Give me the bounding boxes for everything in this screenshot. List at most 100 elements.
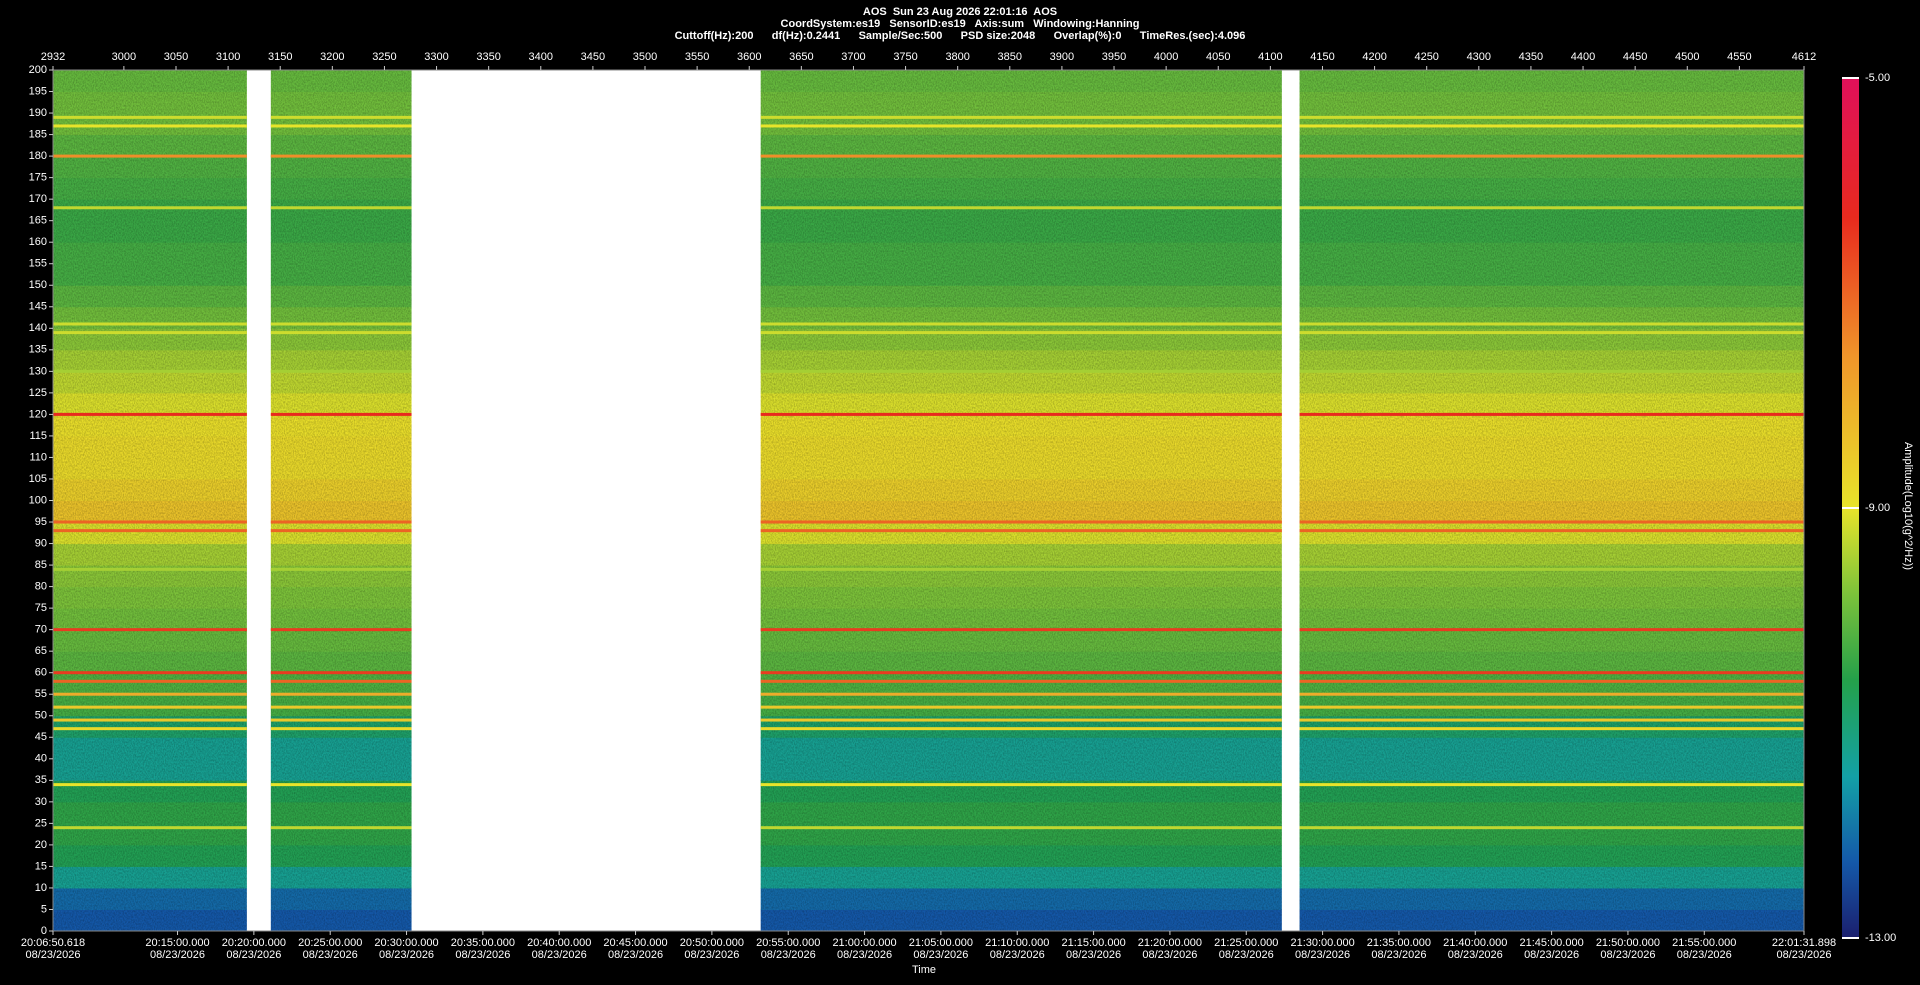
tone-line [1299, 628, 1804, 632]
tone-line [760, 331, 1282, 335]
tone-line [53, 705, 247, 709]
x-tick-date: 08/23/2026 [150, 949, 205, 961]
x2-tick-label: 4550 [1727, 51, 1751, 63]
x-tick-label: 20:50:00.000 [680, 937, 744, 949]
x2-tick-label: 3700 [841, 51, 865, 63]
tone-line [53, 124, 247, 128]
tone-line [1299, 412, 1804, 416]
y-tick-label: 65 [35, 645, 47, 657]
noise-texture [1299, 70, 1804, 931]
x-tick-date: 08/23/2026 [532, 949, 587, 961]
tone-line [1299, 727, 1804, 731]
x-tick-label: 20:06:50.618 [21, 937, 85, 949]
y-tick-label: 95 [35, 516, 47, 528]
y-tick-label: 50 [35, 710, 47, 722]
y-tick-label: 20 [35, 839, 47, 851]
tone-line [270, 727, 412, 731]
x2-tick-label: 4400 [1571, 51, 1595, 63]
x-tick-label: 22:01:31.898 [1772, 937, 1836, 949]
x2-tick-label: 4200 [1362, 51, 1386, 63]
colorbar-tick-label: -5.00 [1865, 72, 1890, 84]
x-tick-label: 20:25:00.000 [298, 937, 362, 949]
tone-line [270, 124, 412, 128]
x-tick-label: 21:55:00.000 [1672, 937, 1736, 949]
x2-tick-label: 4250 [1414, 51, 1438, 63]
tone-line [760, 718, 1282, 722]
y-tick-label: 170 [29, 193, 47, 205]
tone-line [760, 567, 1282, 571]
tone-line [760, 671, 1282, 675]
tone-line [760, 322, 1282, 326]
tone-line [760, 679, 1282, 683]
y-tick-label: 85 [35, 559, 47, 571]
tone-line [53, 520, 247, 524]
tone-line [53, 727, 247, 731]
x2-tick-label: 4100 [1258, 51, 1282, 63]
x2-tick-label: 3100 [216, 51, 240, 63]
x2-tick-label: 3600 [737, 51, 761, 63]
y-tick-label: 105 [29, 473, 47, 485]
tone-line [1299, 154, 1804, 158]
x2-tick-label: 3050 [164, 51, 188, 63]
tone-line [1299, 567, 1804, 571]
tone-line [53, 671, 247, 675]
y-tick-label: 200 [29, 64, 47, 76]
x2-tick-label: 3550 [685, 51, 709, 63]
x-tick-label: 21:10:00.000 [985, 937, 1049, 949]
tone-line [1299, 520, 1804, 524]
x2-tick-label: 4500 [1675, 51, 1699, 63]
x2-tick-label: 3650 [789, 51, 813, 63]
tone-line [53, 692, 247, 696]
x-tick-date: 08/23/2026 [1295, 949, 1350, 961]
x2-tick-label: 3950 [1102, 51, 1126, 63]
x-tick-label: 21:00:00.000 [832, 937, 896, 949]
x-tick-date: 08/23/2026 [761, 949, 816, 961]
tone-line [760, 783, 1282, 787]
tone-line [270, 369, 412, 373]
tone-line [53, 412, 247, 416]
x2-tick-label: 4050 [1206, 51, 1230, 63]
x-tick-label: 20:30:00.000 [374, 937, 438, 949]
tone-line [53, 567, 247, 571]
tone-line [270, 206, 412, 210]
y-tick-label: 70 [35, 624, 47, 636]
tone-line [270, 567, 412, 571]
x2-tick-label: 4612 [1792, 51, 1816, 63]
x2-tick-label: 3750 [893, 51, 917, 63]
y-tick-label: 125 [29, 387, 47, 399]
y-tick-label: 90 [35, 537, 47, 549]
subtitle: CoordSystem:es19 SensorID:es19 Axis:sum … [781, 18, 1140, 30]
data-segment [760, 70, 1282, 932]
tone-line [270, 679, 412, 683]
data-segment [1299, 70, 1804, 932]
tone-line [760, 529, 1282, 533]
tone-line [53, 628, 247, 632]
colorbar-label: Amplitude(Log10(g^2/Hz)) [1902, 442, 1914, 570]
x-tick-date: 08/23/2026 [1600, 949, 1655, 961]
tone-line [53, 783, 247, 787]
y-tick-label: 180 [29, 150, 47, 162]
x-tick-label: 20:20:00.000 [222, 937, 286, 949]
y-tick-label: 35 [35, 774, 47, 786]
tone-line [53, 206, 247, 210]
x2-tick-label: 4150 [1310, 51, 1334, 63]
tone-line [1299, 529, 1804, 533]
x2-tick-label: 4450 [1623, 51, 1647, 63]
tone-line [1299, 671, 1804, 675]
colorbar-tick-label: -13.00 [1865, 932, 1896, 944]
x-tick-date: 08/23/2026 [379, 949, 434, 961]
y-tick-label: 80 [35, 581, 47, 593]
x2-tick-label: 4000 [1154, 51, 1178, 63]
data-segment [53, 70, 247, 932]
y-tick-label: 60 [35, 667, 47, 679]
x-tick-date: 08/23/2026 [608, 949, 663, 961]
y-tick-label: 75 [35, 602, 47, 614]
y-tick-label: 135 [29, 344, 47, 356]
y-tick-label: 145 [29, 301, 47, 313]
x2-tick-label: 3000 [112, 51, 136, 63]
x2-tick-label: 3900 [1050, 51, 1074, 63]
tone-line [1299, 718, 1804, 722]
noise-texture [760, 70, 1282, 931]
x-tick-label: 21:05:00.000 [909, 937, 973, 949]
